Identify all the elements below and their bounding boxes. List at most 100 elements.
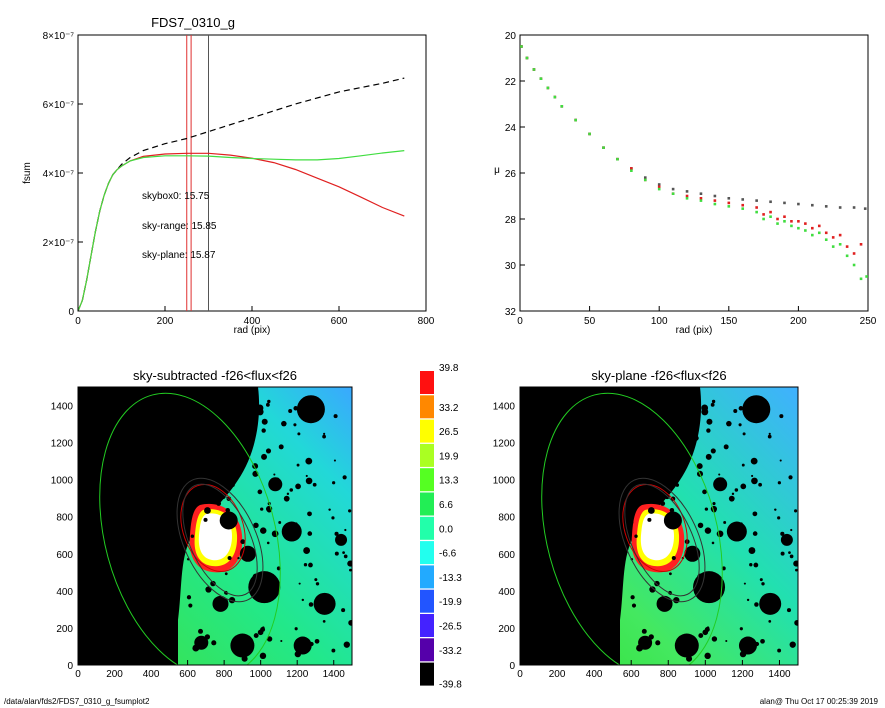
- masked-star: [198, 628, 203, 634]
- masked-star: [794, 619, 798, 626]
- masked-star: [746, 598, 750, 602]
- data-point-0: [657, 183, 661, 186]
- masked-star: [310, 403, 315, 408]
- masked-star: [734, 488, 739, 492]
- data-point-2: [643, 178, 647, 182]
- masked-star: [758, 482, 762, 487]
- fsum-plot-frame: [77, 34, 427, 312]
- masked-star: [314, 578, 318, 582]
- masked-star: [723, 521, 727, 524]
- data-point-1: [630, 167, 633, 170]
- masked-star: [794, 509, 798, 513]
- masked-star: [293, 636, 312, 655]
- x-tick-label: 50: [584, 316, 596, 327]
- x-tick-label: 200: [790, 316, 807, 327]
- masked-star: [680, 452, 686, 457]
- masked-star: [241, 655, 248, 662]
- masked-star: [697, 522, 704, 529]
- data-point-2: [553, 95, 557, 99]
- masked-star: [643, 469, 649, 474]
- masked-star: [687, 405, 695, 412]
- mu-y-axis-label: μ: [494, 165, 500, 176]
- data-point-1: [741, 203, 745, 207]
- y-tick-label: 1400: [493, 402, 516, 413]
- masked-star: [675, 483, 680, 487]
- fsum-x-axis-label: rad (pix): [234, 325, 271, 336]
- masked-star: [199, 642, 203, 647]
- colorbar-swatch: [420, 419, 434, 443]
- masked-star: [257, 629, 264, 636]
- y-tick-label: 28: [505, 215, 517, 226]
- data-point-1: [755, 206, 758, 209]
- data-point-1: [713, 199, 717, 202]
- data-point-2: [831, 245, 835, 248]
- masked-star: [710, 402, 715, 407]
- masked-star: [647, 507, 655, 514]
- masked-star: [189, 475, 194, 479]
- masked-star: [332, 481, 336, 485]
- masked-star: [308, 562, 313, 568]
- masked-star: [743, 582, 746, 585]
- sky-plane-image: sky-plane -f26<flux<f26 0 200 400 600 800 100…: [493, 368, 799, 680]
- data-point-2: [560, 105, 564, 108]
- masked-star: [642, 642, 647, 647]
- masked-star: [348, 619, 352, 626]
- masked-star: [642, 390, 648, 396]
- data-point-1: [817, 224, 821, 228]
- masked-star: [788, 551, 791, 554]
- colorbar-swatch: [420, 565, 434, 589]
- masked-star: [711, 636, 718, 642]
- masked-star: [788, 475, 793, 480]
- data-point-0: [797, 202, 800, 206]
- mu-plot-frame: [519, 34, 869, 312]
- masked-stars: [629, 387, 798, 662]
- sky-subtracted-image: sky-subtracted -f26<flux<f26 0 200 400 600 8…: [51, 368, 353, 680]
- y-tick-label: 600: [56, 550, 73, 561]
- masked-star: [308, 602, 314, 607]
- masked-star: [260, 507, 264, 511]
- data-point-2: [616, 157, 619, 161]
- masked-star: [237, 556, 240, 560]
- y-tick-label: 26: [505, 169, 517, 180]
- x-tick-label: 800: [660, 669, 677, 680]
- fsum-y-axis-label: fsum: [22, 162, 33, 184]
- masked-star: [777, 516, 781, 520]
- masked-star: [740, 483, 747, 490]
- data-point-1: [685, 194, 689, 198]
- masked-star: [225, 399, 230, 404]
- masked-star: [209, 431, 212, 434]
- masked-star: [706, 418, 713, 425]
- data-point-2: [790, 224, 793, 228]
- masked-star: [704, 507, 709, 511]
- y-tick-label: 30: [505, 261, 517, 272]
- colorbar-label: -13.3: [439, 573, 462, 584]
- masked-star: [706, 428, 711, 433]
- data-point-0: [811, 203, 814, 207]
- colorbar-swatch: [420, 492, 434, 516]
- masked-star: [198, 390, 204, 396]
- masked-star: [281, 521, 302, 542]
- masked-star: [774, 508, 777, 511]
- colorbar-swatch: [420, 516, 434, 540]
- masked-star: [767, 434, 772, 439]
- data-point-2: [845, 254, 849, 258]
- masked-star: [716, 530, 724, 538]
- masked-star: [673, 596, 680, 604]
- masked-star: [265, 402, 270, 407]
- data-point-2: [657, 187, 661, 191]
- masked-star: [710, 448, 716, 454]
- colorbar-label: -6.6: [439, 549, 457, 560]
- masked-star: [704, 652, 711, 660]
- colorbar-swatch: [420, 468, 434, 492]
- y-tick-label: 1400: [51, 402, 74, 413]
- colorbar-label: 13.3: [439, 476, 459, 487]
- masked-star: [203, 517, 208, 522]
- x-tick-label: 200: [157, 316, 174, 327]
- masked-star: [303, 547, 311, 554]
- masked-star: [761, 582, 765, 586]
- masked-star: [205, 586, 212, 593]
- masked-star: [344, 528, 347, 532]
- x-tick-label: 200: [549, 669, 566, 680]
- fsum-plot: FDS7_0310_g 0 200 400 600 800 0 2×10⁻⁷ 4×10⁻⁷ 6×…: [22, 15, 435, 336]
